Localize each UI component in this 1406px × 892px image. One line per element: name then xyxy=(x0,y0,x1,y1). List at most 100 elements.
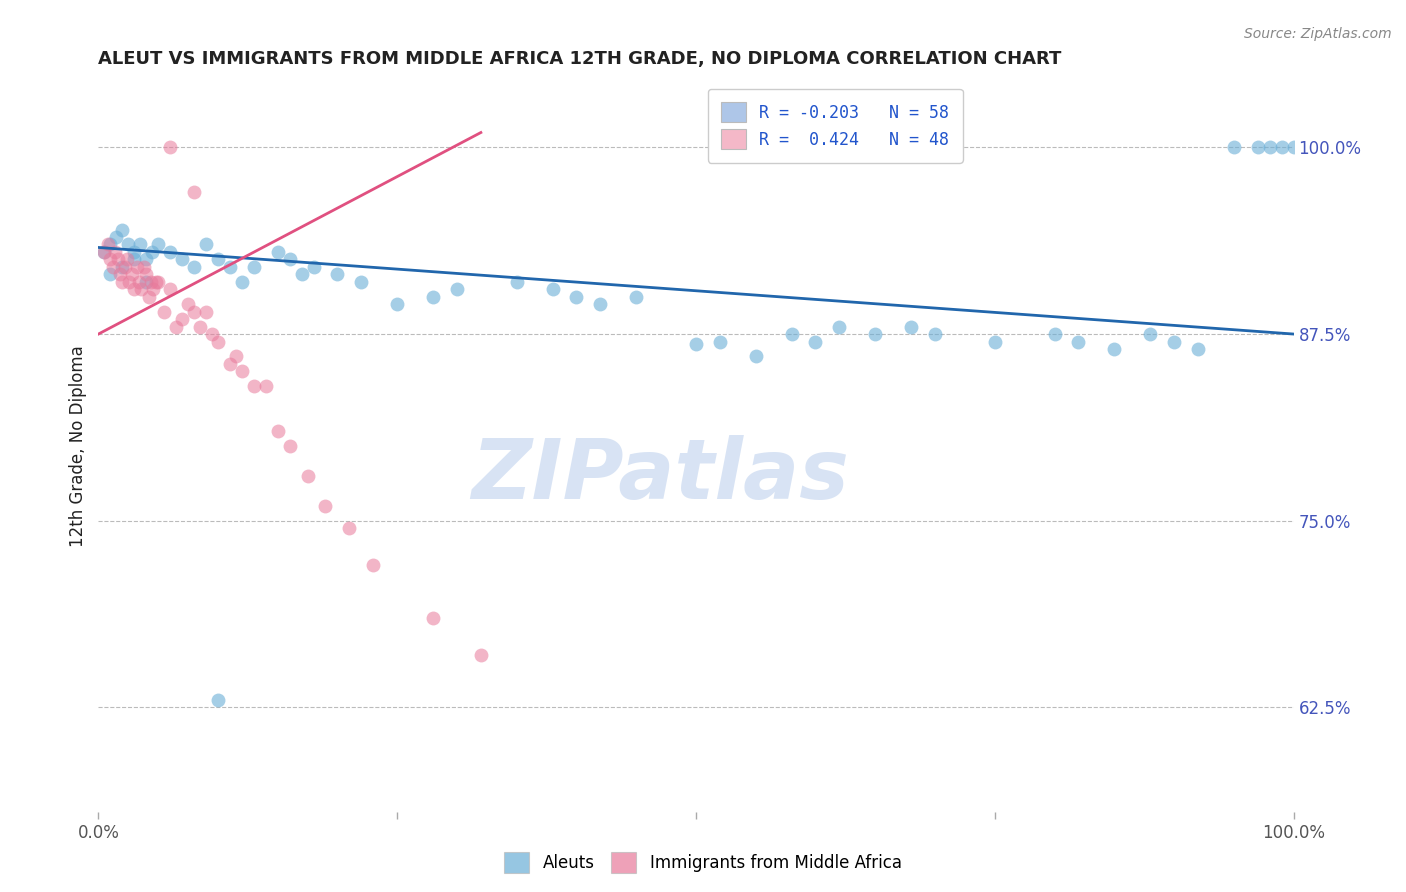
Point xyxy=(1102,342,1125,356)
Point xyxy=(297,468,319,483)
Point xyxy=(97,237,120,252)
Point xyxy=(115,252,138,267)
Point xyxy=(745,350,768,364)
Point xyxy=(709,334,731,349)
Point xyxy=(121,268,143,282)
Point xyxy=(506,275,529,289)
Point xyxy=(93,244,115,259)
Point xyxy=(194,237,218,252)
Point xyxy=(177,297,200,311)
Point xyxy=(780,326,803,341)
Point xyxy=(326,268,349,282)
Point xyxy=(225,350,247,364)
Point xyxy=(172,252,194,267)
Point xyxy=(565,290,588,304)
Point xyxy=(107,252,129,267)
Legend: Aleuts, Immigrants from Middle Africa: Aleuts, Immigrants from Middle Africa xyxy=(498,846,908,880)
Point xyxy=(350,275,373,289)
Point xyxy=(470,648,492,662)
Point xyxy=(804,334,827,349)
Point xyxy=(128,275,150,289)
Point xyxy=(105,230,128,244)
Point xyxy=(183,260,205,274)
Point xyxy=(148,275,170,289)
Point xyxy=(924,326,946,341)
Point xyxy=(131,282,153,296)
Point xyxy=(231,364,253,378)
Point xyxy=(93,244,115,259)
Point xyxy=(1067,334,1090,349)
Point xyxy=(1271,140,1294,154)
Point xyxy=(207,334,229,349)
Point xyxy=(302,260,325,274)
Point xyxy=(315,499,337,513)
Point xyxy=(114,260,136,274)
Point xyxy=(124,282,146,296)
Point xyxy=(828,319,851,334)
Point xyxy=(1139,326,1161,341)
Point xyxy=(135,275,157,289)
Point xyxy=(148,237,170,252)
Point xyxy=(1258,140,1281,154)
Point xyxy=(243,260,266,274)
Point xyxy=(125,260,148,274)
Point xyxy=(900,319,922,334)
Point xyxy=(124,252,146,267)
Point xyxy=(111,260,134,274)
Point xyxy=(145,275,167,289)
Point xyxy=(254,379,277,393)
Point xyxy=(1043,326,1066,341)
Point xyxy=(422,610,444,624)
Point xyxy=(291,268,314,282)
Point xyxy=(267,424,290,438)
Point xyxy=(1246,140,1268,154)
Point xyxy=(446,282,468,296)
Point xyxy=(626,290,648,304)
Point xyxy=(117,237,139,252)
Point xyxy=(98,237,122,252)
Point xyxy=(1187,342,1209,356)
Point xyxy=(111,222,134,236)
Point xyxy=(385,297,409,311)
Point xyxy=(685,337,707,351)
Point xyxy=(194,304,218,318)
Point xyxy=(141,244,163,259)
Point xyxy=(124,244,146,259)
Point xyxy=(207,692,229,706)
Y-axis label: 12th Grade, No Diploma: 12th Grade, No Diploma xyxy=(69,345,87,547)
Point xyxy=(118,275,141,289)
Point xyxy=(153,304,176,318)
Point xyxy=(135,268,157,282)
Point xyxy=(142,282,165,296)
Point xyxy=(111,275,134,289)
Point xyxy=(1222,140,1246,154)
Point xyxy=(541,282,564,296)
Point xyxy=(219,260,242,274)
Point xyxy=(278,439,301,453)
Point xyxy=(183,186,205,200)
Point xyxy=(98,252,122,267)
Point xyxy=(339,521,360,535)
Point xyxy=(188,319,211,334)
Point xyxy=(159,282,181,296)
Point xyxy=(172,312,194,326)
Point xyxy=(1163,334,1185,349)
Point xyxy=(207,252,229,267)
Point xyxy=(132,260,155,274)
Point xyxy=(589,297,612,311)
Point xyxy=(863,326,887,341)
Point xyxy=(219,357,242,371)
Text: Source: ZipAtlas.com: Source: ZipAtlas.com xyxy=(1244,27,1392,41)
Legend: R = -0.203   N = 58, R =  0.424   N = 48: R = -0.203 N = 58, R = 0.424 N = 48 xyxy=(707,88,963,162)
Point xyxy=(231,275,253,289)
Point xyxy=(243,379,266,393)
Point xyxy=(165,319,187,334)
Point xyxy=(984,334,1007,349)
Point xyxy=(159,244,181,259)
Point xyxy=(135,252,157,267)
Point xyxy=(422,290,444,304)
Point xyxy=(108,268,131,282)
Text: ALEUT VS IMMIGRANTS FROM MIDDLE AFRICA 12TH GRADE, NO DIPLOMA CORRELATION CHART: ALEUT VS IMMIGRANTS FROM MIDDLE AFRICA 1… xyxy=(98,50,1062,68)
Point xyxy=(267,244,290,259)
Point xyxy=(104,244,127,259)
